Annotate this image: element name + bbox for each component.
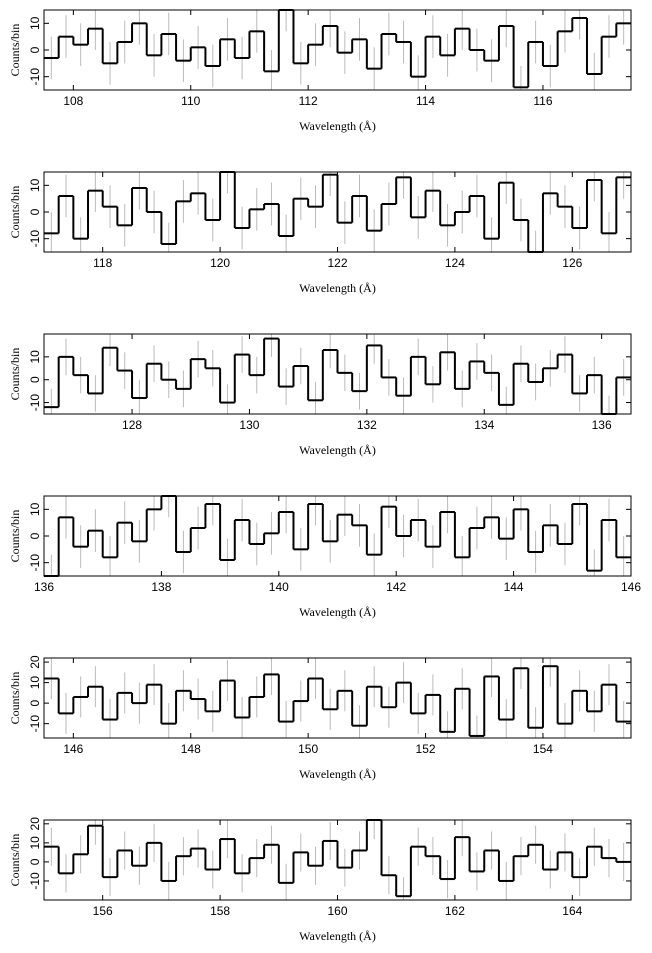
y-tick-label: 10 xyxy=(28,16,42,30)
x-tick-label: 136 xyxy=(34,580,54,594)
y-axis-label: Counts/bin xyxy=(8,24,22,77)
x-tick-label: 156 xyxy=(93,904,113,918)
y-tick-label: 0 xyxy=(28,858,42,865)
x-tick-label: 120 xyxy=(210,256,230,270)
y-tick-label: 0 xyxy=(28,46,42,53)
x-tick-label: 128 xyxy=(122,418,142,432)
plot-frame xyxy=(43,333,632,415)
x-tick-label: 144 xyxy=(504,580,524,594)
x-tick-label: 122 xyxy=(327,256,347,270)
x-tick-label: 154 xyxy=(533,742,553,756)
x-tick-label: 138 xyxy=(151,580,171,594)
x-tick-label: 132 xyxy=(357,418,377,432)
x-tick-label: 112 xyxy=(299,94,318,108)
y-tick-label: 20 xyxy=(28,655,42,669)
x-axis-label: Wavelength (Å) xyxy=(299,767,376,781)
x-tick-label: 108 xyxy=(63,94,83,108)
x-tick-label: 134 xyxy=(474,418,494,432)
x-tick-label: 118 xyxy=(93,256,112,270)
x-tick-label: 160 xyxy=(327,904,347,918)
x-axis-label: Wavelength (Å) xyxy=(299,281,376,295)
y-tick-label: -10 xyxy=(28,230,42,248)
x-tick-label: 126 xyxy=(562,256,582,270)
x-tick-label: 146 xyxy=(621,580,641,594)
x-axis-label: Wavelength (Å) xyxy=(299,119,376,133)
x-tick-label: 162 xyxy=(445,904,465,918)
y-tick-label: -10 xyxy=(28,68,42,86)
y-tick-label: 0 xyxy=(28,699,42,706)
x-tick-label: 110 xyxy=(181,94,200,108)
x-tick-label: 150 xyxy=(298,742,318,756)
y-axis-label: Counts/bin xyxy=(8,510,22,563)
y-tick-label: -10 xyxy=(28,715,42,733)
y-tick-label: 10 xyxy=(28,178,42,192)
y-tick-label: 10 xyxy=(28,836,42,850)
x-tick-label: 130 xyxy=(239,418,259,432)
y-axis-label: Counts/bin xyxy=(8,186,22,239)
y-tick-label: -10 xyxy=(28,872,42,890)
y-tick-label: 20 xyxy=(28,817,42,831)
x-tick-label: 164 xyxy=(562,904,582,918)
y-tick-label: 0 xyxy=(28,532,42,539)
y-tick-label: 10 xyxy=(28,676,42,690)
x-tick-label: 140 xyxy=(269,580,289,594)
x-tick-label: 136 xyxy=(592,418,612,432)
x-tick-label: 148 xyxy=(181,742,201,756)
x-tick-label: 146 xyxy=(63,742,83,756)
x-axis-label: Wavelength (Å) xyxy=(299,929,376,943)
y-axis-label: Counts/bin xyxy=(8,348,22,401)
y-tick-label: 0 xyxy=(28,376,42,383)
y-tick-label: 0 xyxy=(28,208,42,215)
y-axis-label: Counts/bin xyxy=(8,834,22,887)
y-tick-label: -10 xyxy=(28,554,42,572)
x-tick-label: 152 xyxy=(416,742,436,756)
x-tick-label: 158 xyxy=(210,904,230,918)
x-tick-label: 124 xyxy=(445,256,465,270)
x-tick-label: 116 xyxy=(533,94,552,108)
y-tick-label: -10 xyxy=(28,394,42,412)
x-axis-label: Wavelength (Å) xyxy=(299,443,376,457)
y-tick-label: 10 xyxy=(28,350,42,364)
y-tick-label: 10 xyxy=(28,502,42,516)
x-tick-label: 142 xyxy=(386,580,406,594)
y-axis-label: Counts/bin xyxy=(8,672,22,725)
x-tick-label: 114 xyxy=(416,94,435,108)
x-axis-label: Wavelength (Å) xyxy=(299,605,376,619)
plot-frame xyxy=(43,657,632,739)
